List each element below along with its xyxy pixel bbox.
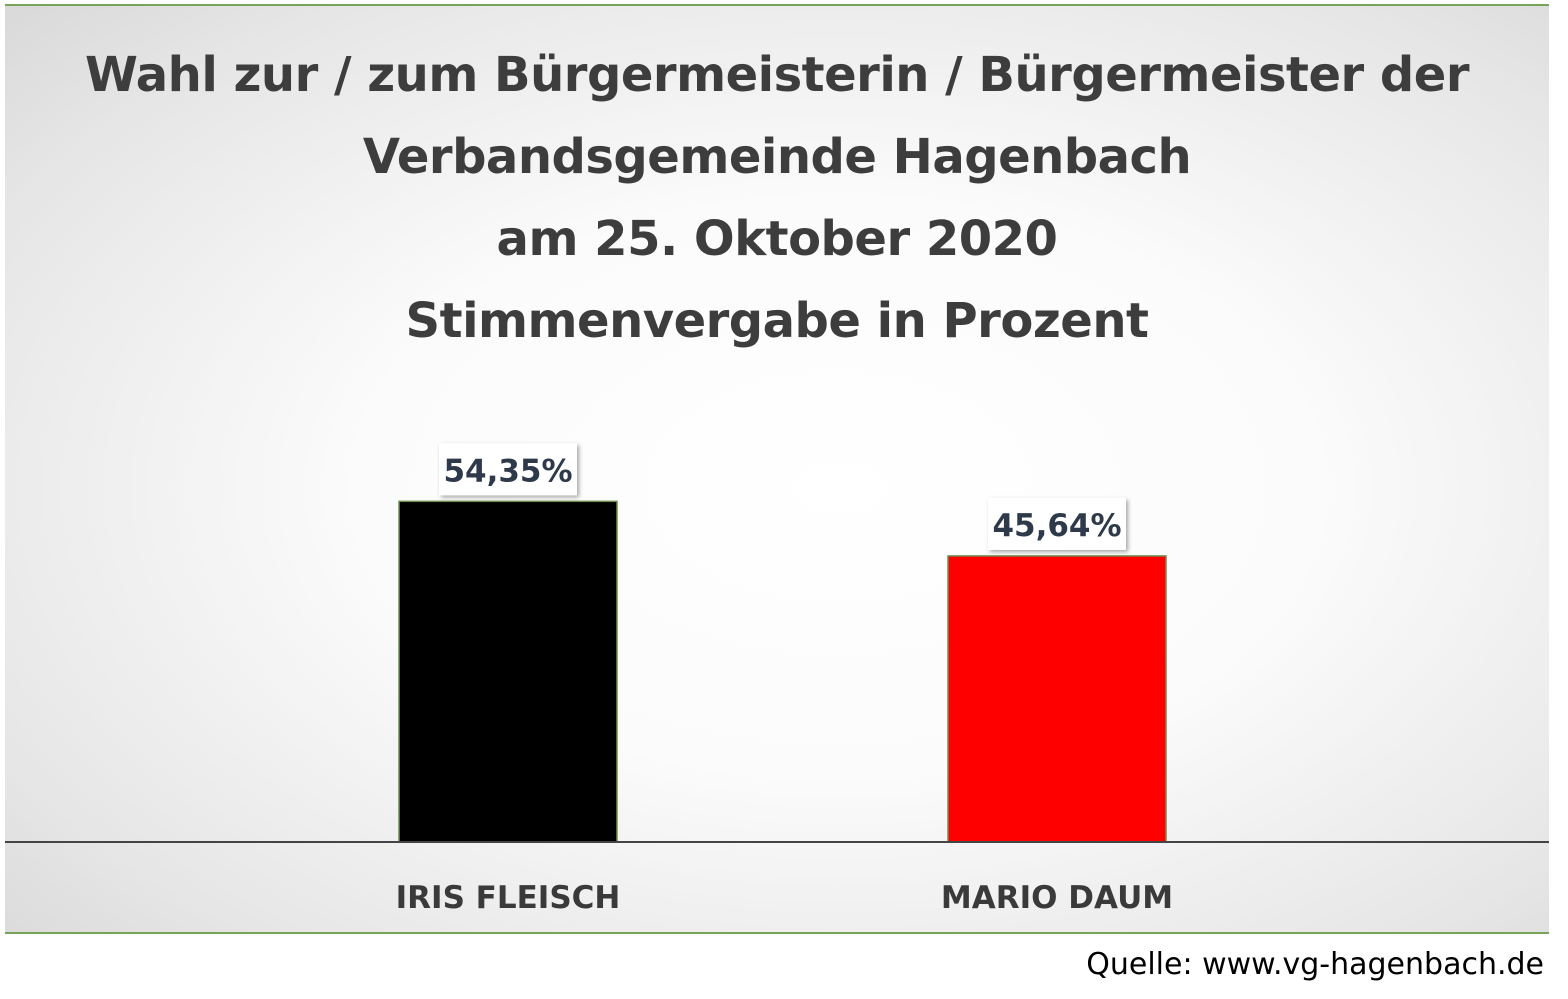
bar-2 — [947, 555, 1167, 843]
chart-title-line-4: Stimmenvergabe in Prozent — [405, 293, 1149, 349]
data-label-box-2 — [988, 497, 1126, 550]
category-label-1: IRIS FLEISCH — [396, 880, 621, 916]
data-label-2: 45,64% — [992, 508, 1121, 544]
bar-1 — [398, 500, 618, 843]
chart-title-line-3: am 25. Oktober 2020 — [496, 211, 1058, 267]
source-note: Quelle: www.vg-hagenbach.de — [1086, 947, 1544, 982]
category-label-2: MARIO DAUM — [941, 880, 1173, 916]
chart-frame: Wahl zur / zum Bürgermeisterin / Bürgerm… — [5, 4, 1549, 934]
chart-title: Wahl zur / zum Bürgermeisterin / Bürgerm… — [5, 34, 1549, 362]
data-label-box-1 — [439, 443, 577, 496]
chart-title-line-1: Wahl zur / zum Bürgermeisterin / Bürgerm… — [85, 47, 1469, 103]
chart-title-line-2: Verbandsgemeinde Hagenbach — [362, 129, 1192, 185]
data-label-1: 54,35% — [443, 453, 572, 489]
